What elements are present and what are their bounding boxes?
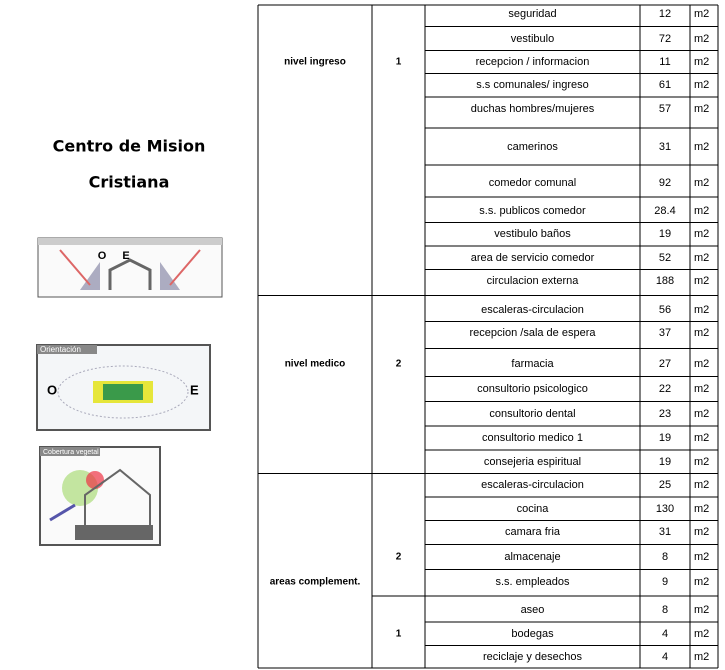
room-unit: m2: [694, 304, 709, 316]
room-area: 92: [659, 177, 671, 189]
level-label: areas complement.: [270, 577, 361, 588]
room-area: 27: [659, 358, 671, 370]
sun-diagram: O E: [37, 237, 223, 298]
room-name: recepcion / informacion: [476, 56, 590, 68]
room-name: camerinos: [507, 141, 558, 153]
room-area: 31: [659, 141, 671, 153]
room-area: 23: [659, 408, 671, 420]
room-area: 72: [659, 33, 671, 45]
level-number: 1: [396, 57, 402, 68]
room-name: escaleras-circulacion: [481, 479, 584, 491]
room-name: bodegas: [511, 628, 554, 640]
room-area: 22: [659, 383, 671, 395]
room-unit: m2: [694, 651, 709, 663]
room-unit: m2: [694, 628, 709, 640]
level-number: 2: [396, 552, 402, 563]
room-unit: m2: [694, 503, 709, 515]
room-name: farmacia: [511, 358, 554, 370]
level-label: nivel ingreso: [284, 57, 346, 68]
room-area: 28.4: [654, 205, 675, 217]
room-name: consultorio dental: [489, 408, 575, 420]
level-number: 1: [396, 629, 402, 640]
room-area: 4: [662, 651, 668, 663]
room-unit: m2: [694, 604, 709, 616]
room-area: 31: [659, 526, 671, 538]
room-unit: m2: [694, 275, 709, 287]
room-unit: m2: [694, 456, 709, 468]
room-area: 57: [659, 103, 671, 115]
vegetation-diagram: Cobertura vegetal: [39, 446, 161, 546]
room-unit: m2: [694, 141, 709, 153]
room-name: s.s comunales/ ingreso: [476, 79, 589, 91]
room-name: camara fria: [505, 526, 561, 538]
room-unit: m2: [694, 205, 709, 217]
orientation-diagram: Orientación O E: [36, 344, 211, 431]
room-unit: m2: [694, 177, 709, 189]
room-unit: m2: [694, 432, 709, 444]
room-name: s.s. empleados: [496, 576, 570, 588]
room-name: almacenaje: [504, 551, 560, 563]
room-name: reciclaje y desechos: [483, 651, 583, 663]
room-name: duchas hombres/mujeres: [471, 103, 595, 115]
room-name: vestibulo: [511, 33, 554, 45]
room-name: aseo: [521, 604, 545, 616]
title-line: Centro de Mision: [53, 137, 206, 156]
diagram-caption: Cobertura vegetal: [43, 449, 99, 456]
room-name: cocina: [517, 503, 550, 515]
room-area: 11: [659, 56, 670, 68]
level-number: 2: [396, 359, 402, 370]
room-area: 37: [659, 327, 671, 339]
room-name: consejeria espiritual: [484, 456, 581, 468]
room-area: 12: [659, 8, 671, 20]
room-unit: m2: [694, 8, 709, 20]
room-unit: m2: [694, 252, 709, 264]
room-unit: m2: [694, 79, 709, 91]
room-name: consultorio psicologico: [477, 383, 588, 395]
room-area: 52: [659, 252, 671, 264]
room-area: 19: [659, 432, 671, 444]
room-unit: m2: [694, 56, 709, 68]
room-area: 8: [662, 604, 668, 616]
room-name: vestibulo baños: [494, 228, 571, 240]
room-unit: m2: [694, 551, 709, 563]
room-unit: m2: [694, 526, 709, 538]
room-unit: m2: [694, 576, 709, 588]
room-area: 56: [659, 304, 671, 316]
room-unit: m2: [694, 358, 709, 370]
diagram-caption: Orientación: [40, 345, 81, 354]
room-unit: m2: [694, 103, 709, 115]
room-area: 188: [656, 275, 674, 287]
diagram-label: O: [98, 250, 107, 262]
room-area: 19: [659, 228, 671, 240]
room-area: 25: [659, 479, 671, 491]
room-area: 9: [662, 576, 668, 588]
room-unit: m2: [694, 408, 709, 420]
room-area: 8: [662, 551, 668, 563]
diagram-label: E: [122, 250, 129, 262]
level-label: nivel medico: [285, 359, 346, 370]
room-unit: m2: [694, 327, 709, 339]
room-name: recepcion /sala de espera: [470, 327, 597, 339]
room-unit: m2: [694, 228, 709, 240]
room-unit: m2: [694, 33, 709, 45]
room-name: escaleras-circulacion: [481, 304, 584, 316]
room-name: s.s. publicos comedor: [479, 205, 586, 217]
room-name: seguridad: [508, 8, 556, 20]
room-name: area de servicio comedor: [471, 252, 595, 264]
diagram-label: E: [190, 382, 199, 397]
title-line: Cristiana: [89, 173, 170, 192]
room-area: 130: [656, 503, 674, 515]
room-name: circulacion externa: [487, 275, 580, 287]
room-name: consultorio medico 1: [482, 432, 583, 444]
room-area: 19: [659, 456, 671, 468]
room-area: 4: [662, 628, 668, 640]
room-name: comedor comunal: [489, 177, 576, 189]
room-area: 61: [659, 79, 671, 91]
room-unit: m2: [694, 383, 709, 395]
diagram-label: O: [47, 382, 57, 397]
room-unit: m2: [694, 479, 709, 491]
